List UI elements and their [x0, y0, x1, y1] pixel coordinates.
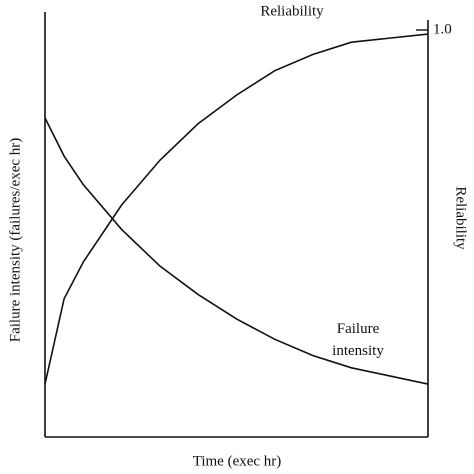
y2-tick-label: 1.0 — [433, 21, 452, 37]
series-label: Failure intensity — [332, 321, 384, 359]
series-line — [44, 33, 429, 385]
series-line — [44, 117, 429, 385]
y2-axis-label: Reliability — [453, 186, 469, 250]
series-label: Reliability — [260, 3, 324, 19]
y-axis-label: Failure intensity (failures/exec hr) — [7, 138, 23, 343]
x-axis-label: Time (exec hr) — [193, 453, 282, 469]
